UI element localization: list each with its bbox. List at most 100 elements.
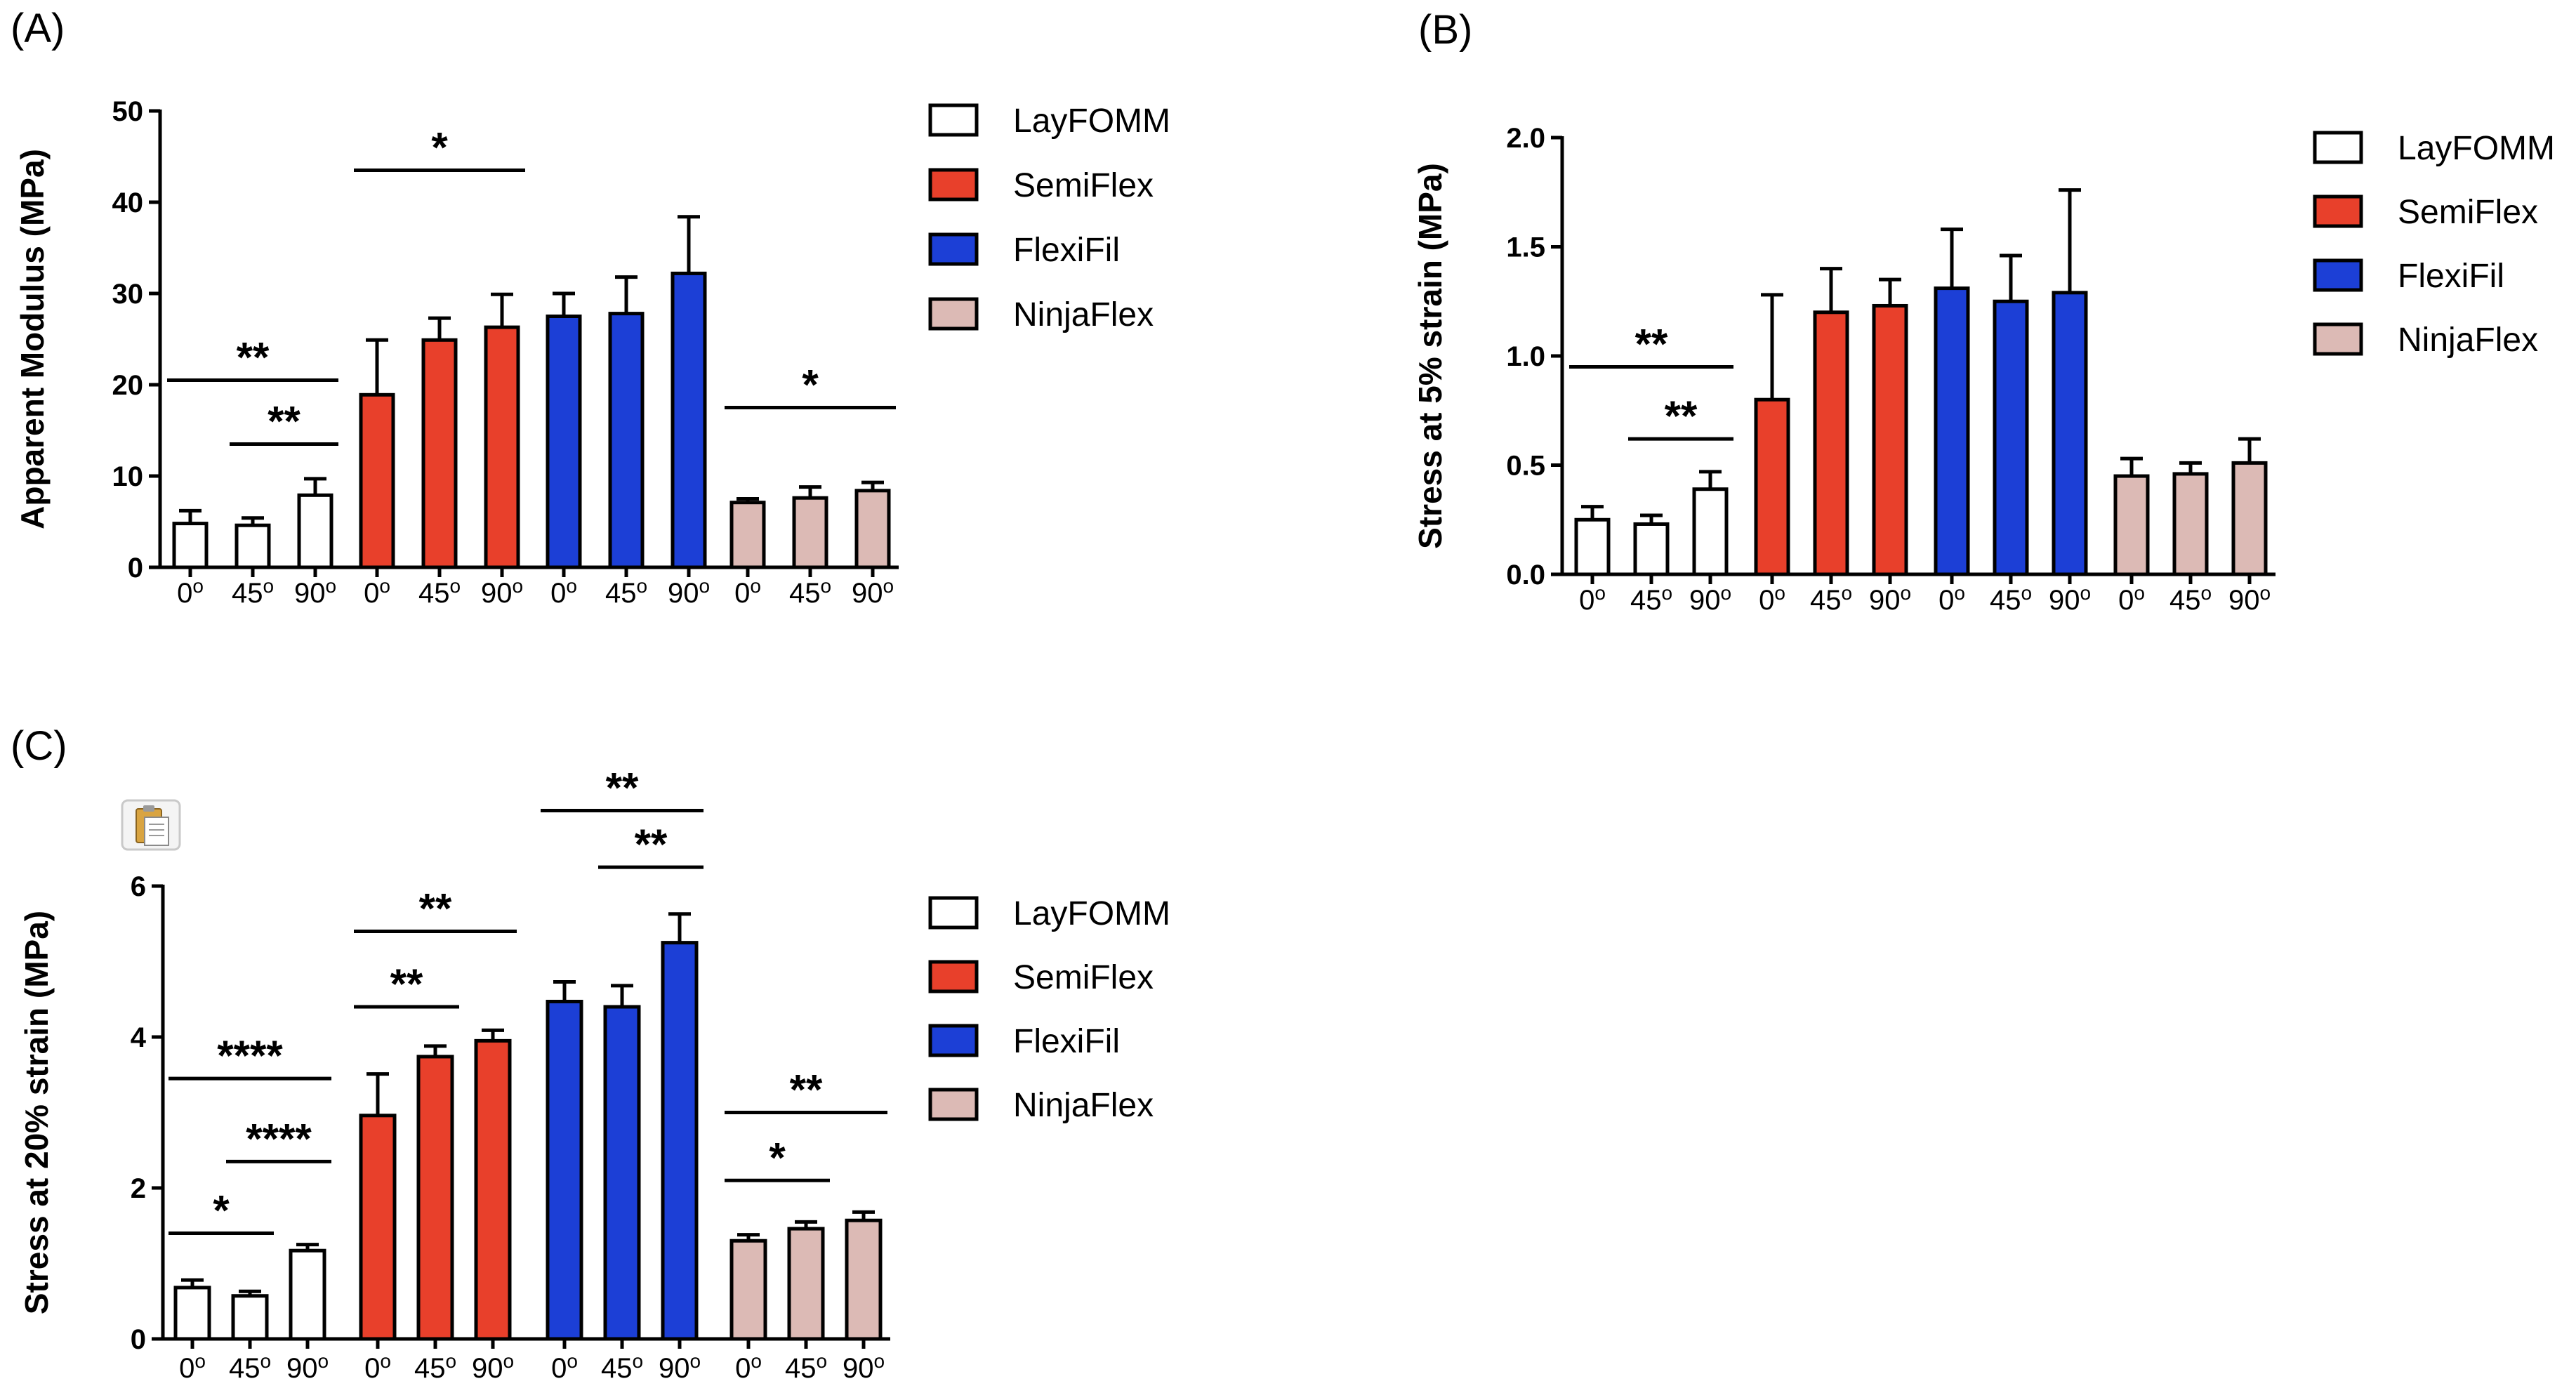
y-tick-label: 4: [131, 1022, 147, 1053]
degree-symbol: o: [379, 575, 390, 597]
y-axis-title: Stress at 20% strain (MPa): [18, 911, 55, 1314]
x-tick-label: 45o: [414, 1350, 456, 1384]
significance-label: **: [790, 1066, 823, 1114]
x-tick-label: 45o: [1990, 582, 2032, 616]
x-tick-label: 0o: [1938, 582, 1965, 616]
x-tick-label: 90o: [2228, 582, 2271, 616]
bar-ninjaflex-45: [792, 496, 828, 569]
x-tick-label: 45o: [789, 575, 831, 609]
y-tick-label: 1.5: [1506, 232, 1545, 263]
bar-semiflex-45: [1813, 310, 1849, 576]
y-axis-title: Apparent Modulus (MPa): [14, 149, 51, 529]
x-tick-label: 45o: [2169, 582, 2212, 616]
degree-symbol: o: [1954, 582, 1965, 604]
x-tick-label: 45o: [1810, 582, 1852, 616]
degree-symbol: o: [1900, 582, 1911, 604]
x-tick-label: 45o: [418, 575, 461, 609]
legend-label: FlexiFil: [1013, 1023, 1120, 1060]
x-tick-label: 0o: [734, 575, 761, 609]
legend-label: FlexiFil: [2398, 258, 2504, 295]
panel-label: (A): [11, 6, 65, 51]
y-tick-label: 0: [131, 1324, 146, 1355]
legend-swatch-flexifil: [928, 1024, 979, 1057]
x-tick-label: 90o: [659, 1350, 701, 1384]
significance-label: **: [390, 960, 423, 1008]
bar-layfomm-45: [1633, 522, 1670, 576]
degree-symbol: o: [2200, 582, 2212, 604]
x-tick-label: 0o: [2118, 582, 2145, 616]
x-tick-label: 0o: [364, 575, 390, 609]
degree-symbol: o: [445, 1350, 456, 1372]
degree-symbol: o: [567, 1350, 578, 1372]
y-tick-label: 0.0: [1506, 560, 1545, 590]
bar-layfomm-90: [289, 1248, 326, 1341]
bar-ninjaflex-0: [729, 501, 766, 569]
bar-flexifil-90: [661, 941, 699, 1341]
bar-ninjaflex-0: [729, 1239, 767, 1341]
bar-layfomm-0: [173, 1286, 211, 1341]
degree-symbol: o: [380, 1350, 391, 1372]
degree-symbol: o: [512, 575, 523, 597]
x-tick-label: 45o: [785, 1350, 827, 1384]
x-tick-label: 90o: [852, 575, 894, 609]
degree-symbol: o: [632, 1350, 643, 1372]
legend-label: FlexiFil: [1013, 232, 1120, 269]
bar-ninjaflex-45: [787, 1227, 825, 1341]
bar-flexifil-0: [1934, 286, 1970, 576]
legend-label: NinjaFlex: [1013, 1087, 1154, 1124]
legend-swatch-semiflex: [928, 960, 979, 993]
x-tick-label: 90o: [286, 1350, 329, 1384]
significance-label: **: [1635, 321, 1668, 368]
x-tick-label: 90o: [1869, 582, 1911, 616]
bar-semiflex-0: [359, 392, 395, 569]
clipboard-icon[interactable]: [121, 799, 181, 851]
x-tick-label: 90o: [294, 575, 336, 609]
x-tick-label: 0o: [177, 575, 204, 609]
degree-symbol: o: [689, 1350, 701, 1372]
degree-symbol: o: [820, 575, 831, 597]
degree-symbol: o: [750, 575, 761, 597]
bar-layfomm-0: [172, 522, 209, 569]
bar-semiflex-0: [1754, 397, 1790, 576]
x-tick-label: 0o: [735, 1350, 762, 1384]
legend-swatch-layfomm: [928, 896, 979, 930]
significance-label: *: [431, 124, 448, 171]
bar-layfomm-45: [235, 523, 271, 569]
legend-swatch-semiflex: [2313, 194, 2363, 228]
bar-layfomm-45: [231, 1294, 269, 1341]
bar-semiflex-90: [484, 325, 520, 569]
significance-label: **: [237, 334, 270, 381]
significance-label: *: [802, 362, 819, 409]
significance-label: **: [635, 821, 668, 868]
bar-ninjaflex-90: [854, 489, 891, 569]
y-tick-label: 30: [112, 279, 144, 310]
significance-label: ****: [217, 1032, 283, 1079]
x-tick-label: 0o: [1759, 582, 1785, 616]
degree-symbol: o: [1661, 582, 1672, 604]
legend-swatch-layfomm: [2313, 131, 2363, 164]
bar-semiflex-90: [1872, 303, 1908, 576]
degree-symbol: o: [566, 575, 577, 597]
bar-ninjaflex-90: [845, 1218, 883, 1341]
x-tick-label: 0o: [550, 575, 577, 609]
significance-label: **: [606, 765, 639, 812]
bar-flexifil-90: [671, 271, 707, 569]
legend-swatch-flexifil: [2313, 258, 2363, 292]
degree-symbol: o: [263, 575, 274, 597]
degree-symbol: o: [317, 1350, 329, 1372]
bar-semiflex-90: [474, 1038, 512, 1341]
x-tick-label: 0o: [364, 1350, 391, 1384]
y-tick-label: 50: [112, 96, 144, 127]
legend-label: SemiFlex: [1013, 167, 1154, 204]
bar-layfomm-90: [297, 493, 333, 569]
degree-symbol: o: [325, 575, 336, 597]
degree-symbol: o: [751, 1350, 762, 1372]
bar-ninjaflex-0: [2113, 474, 2150, 576]
bar-flexifil-45: [608, 312, 645, 569]
legend-swatch-layfomm: [928, 103, 979, 137]
bar-semiflex-45: [416, 1055, 454, 1341]
degree-symbol: o: [2259, 582, 2271, 604]
panel-b-chart: (B) 0.0 0.5 1.0 1.5 2.0 Stress at 5% strain (M…: [1412, 7, 2555, 616]
degree-symbol: o: [1720, 582, 1731, 604]
degree-symbol: o: [194, 1350, 206, 1372]
